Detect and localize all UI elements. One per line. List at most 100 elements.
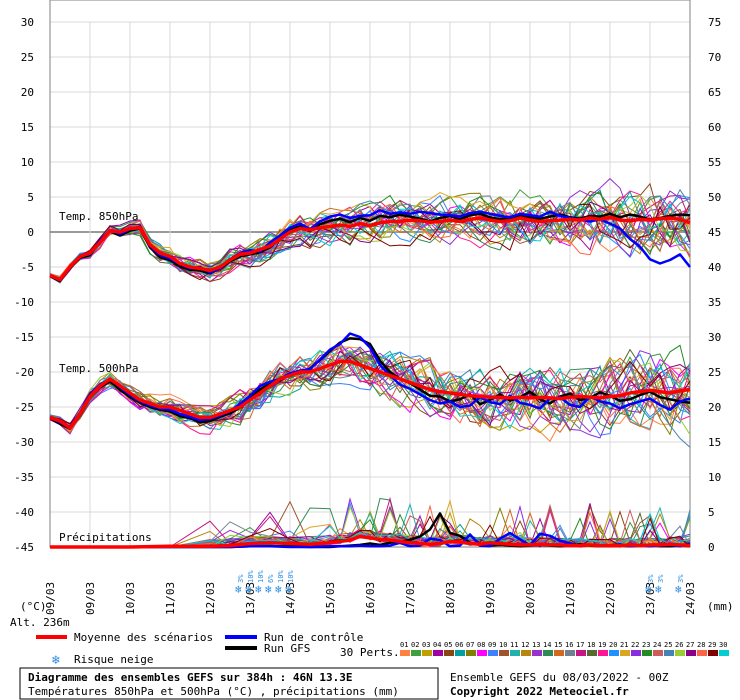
x-date-tick-label: 12/03 bbox=[204, 582, 217, 615]
pert-number: 10 bbox=[499, 641, 507, 649]
x-date-tick-label: 17/03 bbox=[404, 582, 417, 615]
pert-number: 23 bbox=[642, 641, 650, 649]
pert-number: 24 bbox=[653, 641, 661, 649]
pert-swatch bbox=[554, 650, 564, 656]
y-left-tick-label: -40 bbox=[14, 506, 34, 519]
member-t850-line bbox=[49, 194, 691, 281]
pert-swatch bbox=[653, 650, 663, 656]
x-date-tick-label: 19/03 bbox=[484, 582, 497, 615]
x-date-tick-label: 14/03 bbox=[284, 582, 297, 615]
snow-risk-markers: 3%❄10%❄10%❄6%❄10%❄10%❄3%❄3%❄3%❄ bbox=[235, 570, 685, 596]
y-left-tick-label: -45 bbox=[14, 541, 34, 554]
y-right-tick-label: 15 bbox=[708, 436, 721, 449]
y-left-tick-label: -35 bbox=[14, 471, 34, 484]
snowflake-icon: ❄ bbox=[275, 583, 282, 596]
y-right-tick-label: 0 bbox=[708, 541, 715, 554]
pert-swatch bbox=[400, 650, 410, 656]
snow-risk-percent: 10% bbox=[277, 570, 285, 583]
label-precip: Précipitations bbox=[59, 531, 152, 544]
axis-ticks: 302520151050-5-10-15-20-25-30-35-40-4575… bbox=[14, 16, 721, 615]
y-right-tick-label: 10 bbox=[708, 471, 721, 484]
pert-number: 04 bbox=[433, 641, 441, 649]
footer-title: Diagramme des ensembles GEFS sur 384h : … bbox=[28, 671, 353, 684]
pert-swatch bbox=[620, 650, 630, 656]
pert-number: 18 bbox=[587, 641, 595, 649]
legend-snow: Risque neige bbox=[74, 653, 153, 666]
pert-number: 16 bbox=[565, 641, 573, 649]
pert-swatch bbox=[477, 650, 487, 656]
y-left-tick-label: -15 bbox=[14, 331, 34, 344]
pert-number: 21 bbox=[620, 641, 628, 649]
pert-number: 07 bbox=[466, 641, 474, 649]
pert-swatch bbox=[466, 650, 476, 656]
y-left-tick-label: -10 bbox=[14, 296, 34, 309]
pert-number: 28 bbox=[697, 641, 705, 649]
pert-swatch bbox=[576, 650, 586, 656]
snow-risk-percent: 3% bbox=[647, 574, 655, 583]
pert-swatch bbox=[631, 650, 641, 656]
snowflake-icon: ❄ bbox=[245, 583, 252, 596]
pert-number: 08 bbox=[477, 641, 485, 649]
x-date-tick-label: 22/03 bbox=[604, 582, 617, 615]
pert-number: 12 bbox=[521, 641, 529, 649]
x-date-tick-label: 11/03 bbox=[164, 582, 177, 615]
pert-swatch bbox=[609, 650, 619, 656]
pert-number: 29 bbox=[708, 641, 716, 649]
y-right-tick-label: 35 bbox=[708, 296, 721, 309]
pert-swatch bbox=[444, 650, 454, 656]
y-left-tick-label: -25 bbox=[14, 401, 34, 414]
pert-swatch bbox=[433, 650, 443, 656]
pert-number: 02 bbox=[411, 641, 419, 649]
x-date-tick-label: 21/03 bbox=[564, 582, 577, 615]
snow-risk-percent: 3% bbox=[677, 574, 685, 583]
pert-number: 19 bbox=[598, 641, 606, 649]
pert-swatch bbox=[697, 650, 707, 656]
pert-swatch bbox=[488, 650, 498, 656]
footer-ensemble: Ensemble GEFS du 08/03/2022 - 00Z bbox=[450, 671, 669, 684]
pert-number: 25 bbox=[664, 641, 672, 649]
y-left-tick-label: 25 bbox=[21, 51, 34, 64]
x-date-tick-label: 23/03 bbox=[644, 582, 657, 615]
pert-swatch bbox=[565, 650, 575, 656]
snowflake-icon: ❄ bbox=[675, 583, 682, 596]
y-left-tick-label: 10 bbox=[21, 156, 34, 169]
mean-t850-line bbox=[49, 215, 691, 282]
snowflake-icon: ❄ bbox=[255, 583, 262, 596]
pert-swatch bbox=[532, 650, 542, 656]
x-date-tick-label: 18/03 bbox=[444, 582, 457, 615]
y-right-tick-label: 45 bbox=[708, 226, 721, 239]
unit-left: (°C) bbox=[20, 600, 47, 613]
pert-number: 09 bbox=[488, 641, 496, 649]
pert-number: 22 bbox=[631, 641, 639, 649]
legend-gfs: Run GFS bbox=[264, 642, 310, 655]
y-right-tick-label: 20 bbox=[708, 401, 721, 414]
snow-risk-percent: 3% bbox=[657, 574, 665, 583]
snowflake-icon: ❄ bbox=[235, 583, 242, 596]
pert-swatch bbox=[708, 650, 718, 656]
snowflake-icon: ❄ bbox=[645, 583, 652, 596]
snow-risk-percent: 10% bbox=[287, 570, 295, 583]
y-right-tick-label: 25 bbox=[708, 366, 721, 379]
member-precip-line bbox=[50, 515, 691, 548]
main-series bbox=[49, 209, 691, 549]
x-date-tick-label: 24/03 bbox=[684, 582, 697, 615]
member-t500-line bbox=[49, 349, 691, 430]
y-left-tick-label: 5 bbox=[27, 191, 34, 204]
x-date-tick-label: 09/03 bbox=[84, 582, 97, 615]
pert-swatch bbox=[499, 650, 509, 656]
y-right-tick-label: 75 bbox=[708, 16, 721, 29]
pert-swatch bbox=[422, 650, 432, 656]
pert-number: 11 bbox=[510, 641, 518, 649]
snow-risk-percent: 10% bbox=[257, 570, 265, 583]
x-date-tick-label: 09/03 bbox=[44, 582, 57, 615]
y-right-tick-label: 50 bbox=[708, 191, 721, 204]
altitude-label: Alt. 236m bbox=[10, 616, 70, 629]
y-left-tick-label: -30 bbox=[14, 436, 34, 449]
pert-number: 01 bbox=[400, 641, 408, 649]
x-date-tick-label: 20/03 bbox=[524, 582, 537, 615]
y-right-tick-label: 70 bbox=[708, 51, 721, 64]
perts-label: 30 Perts. bbox=[340, 646, 400, 659]
member-t850-line bbox=[49, 192, 691, 281]
pert-swatch bbox=[411, 650, 421, 656]
